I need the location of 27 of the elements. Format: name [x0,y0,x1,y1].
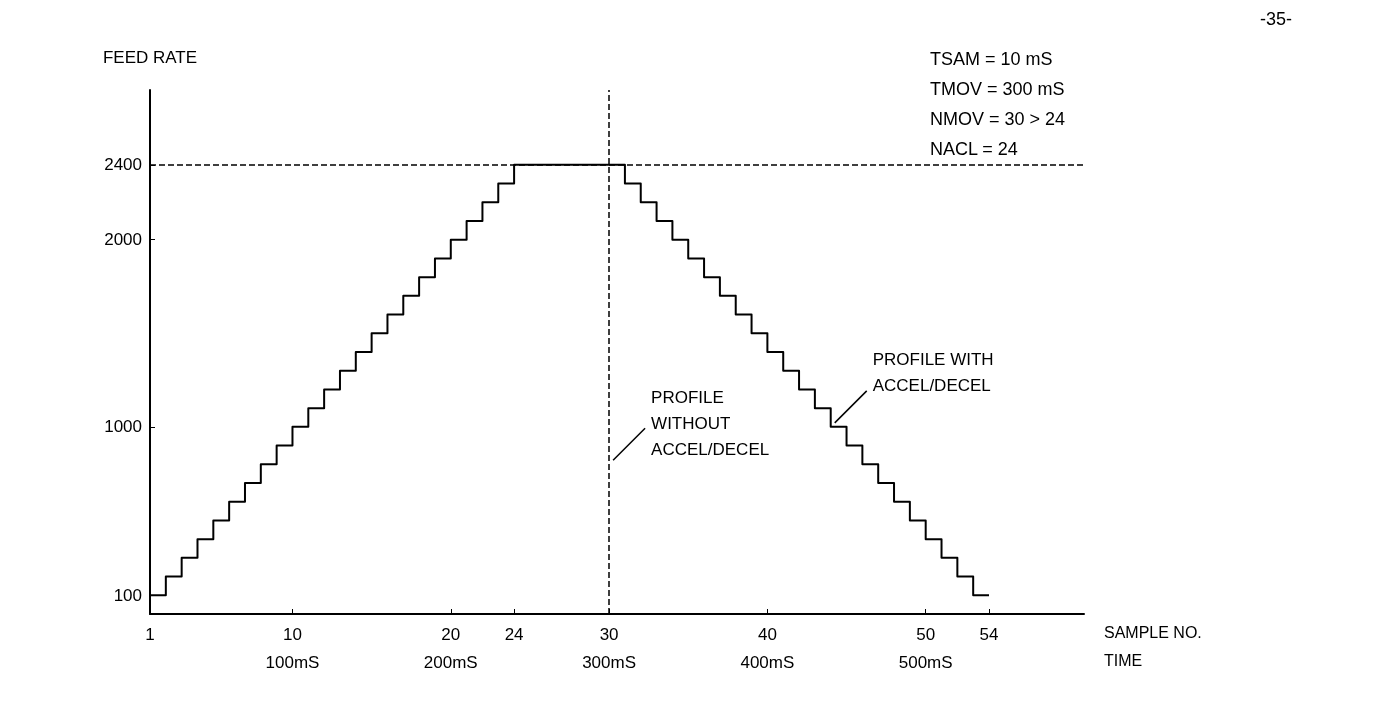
annotation: TMOV = 300 mS [930,79,1065,99]
x-tick-label: 50 [916,625,936,644]
x-tick-label: 20 [441,625,461,644]
y-axis-title: FEED RATE [102,48,198,67]
x-tick-label: 40 [757,625,777,644]
x-tick-label: 54 [979,625,999,644]
x2-axis-title: TIME [1104,651,1143,669]
y-tick-label: 2000 [104,230,142,250]
y-tick-label: 100 [113,585,142,605]
annotation: NMOV = 30 > 24 [930,109,1066,129]
x2-tick-label: 200mS [423,653,478,672]
x2-tick-label: 500mS [898,653,953,672]
annotation: NACL = 24 [930,139,1018,159]
x-axis-title: SAMPLE NO. [1104,623,1202,641]
x2-tick-label: 400mS [740,653,795,672]
annotation: PROFILE WITHOUT ACCEL/DECEL [651,387,770,459]
x2-tick-label: 100mS [265,653,320,672]
x2-tick-label: 300mS [582,653,637,672]
x-tick-label: 30 [599,625,619,644]
y-tick-label: 1000 [104,417,142,437]
x-tick-label: 24 [504,625,524,644]
y-tick-label: 2400 [104,155,142,175]
x-tick-label: 10 [283,625,302,644]
text: TSAM = 10 mS [930,49,1053,69]
text: -35- [1260,9,1293,29]
x-tick-label: 1 [145,625,155,644]
annotation: PROFILE WITH ACCEL/DECEL [872,350,994,396]
